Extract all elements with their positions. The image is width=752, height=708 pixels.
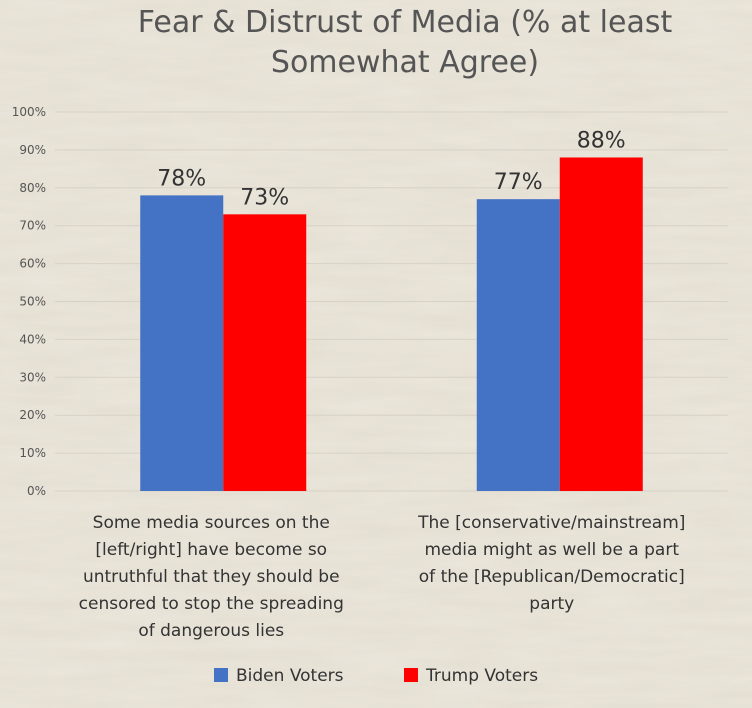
bar-biden-1 xyxy=(140,195,224,491)
bars xyxy=(140,157,643,492)
category-label-line: [left/right] have become so xyxy=(95,540,327,560)
legend-swatch-trump xyxy=(404,668,418,682)
y-axis-ticks: 0% 10% 20% 30% 40% 50% 60% 70% 80% 90% 100% xyxy=(12,105,46,498)
legend-label-biden: Biden Voters xyxy=(236,666,344,686)
legend: Biden Voters Trump Voters xyxy=(214,666,538,686)
category-label-line: censored to stop the spreading xyxy=(79,594,344,614)
y-tick-label: 80% xyxy=(19,181,46,195)
y-tick-label: 100% xyxy=(12,105,46,119)
data-labels: 78% 73% 77% 88% xyxy=(157,128,625,210)
data-label: 77% xyxy=(494,170,543,195)
chart-title: Fear & Distrust of Media (% at least Some… xyxy=(138,5,673,80)
y-tick-label: 30% xyxy=(19,370,46,384)
category-label-line: of the [Republican/Democratic] xyxy=(419,567,685,587)
category-labels: Some media sources on the [left/right] ha… xyxy=(79,513,686,641)
category-label-1: Some media sources on the [left/right] ha… xyxy=(79,513,344,641)
legend-label-trump: Trump Voters xyxy=(425,666,538,686)
y-tick-label: 50% xyxy=(19,295,46,309)
y-tick-label: 0% xyxy=(27,484,46,498)
category-label-2: The [conservative/mainstream] media might… xyxy=(417,513,685,614)
category-label-line: Some media sources on the xyxy=(93,513,330,533)
category-label-line: party xyxy=(529,594,574,614)
y-tick-label: 60% xyxy=(19,257,46,271)
bar-biden-2 xyxy=(476,199,560,492)
y-tick-label: 70% xyxy=(19,219,46,233)
chart-title-line: Fear & Distrust of Media (% at least xyxy=(138,5,673,40)
y-tick-label: 40% xyxy=(19,332,46,346)
category-label-line: media might as well be a part xyxy=(424,540,679,560)
category-label-line: of dangerous lies xyxy=(138,621,284,641)
y-tick-label: 90% xyxy=(19,143,46,157)
category-label-line: untruthful that they should be xyxy=(83,567,340,587)
bar-trump-2 xyxy=(559,157,643,492)
chart-title-line: Somewhat Agree) xyxy=(271,45,539,80)
data-label: 88% xyxy=(577,128,626,153)
category-label-line: The [conservative/mainstream] xyxy=(417,513,685,533)
bar-trump-1 xyxy=(223,214,307,491)
legend-swatch-biden xyxy=(214,668,228,682)
data-label: 78% xyxy=(157,166,206,191)
y-tick-label: 10% xyxy=(19,446,46,460)
data-label: 73% xyxy=(240,185,289,210)
y-tick-label: 20% xyxy=(19,408,46,422)
